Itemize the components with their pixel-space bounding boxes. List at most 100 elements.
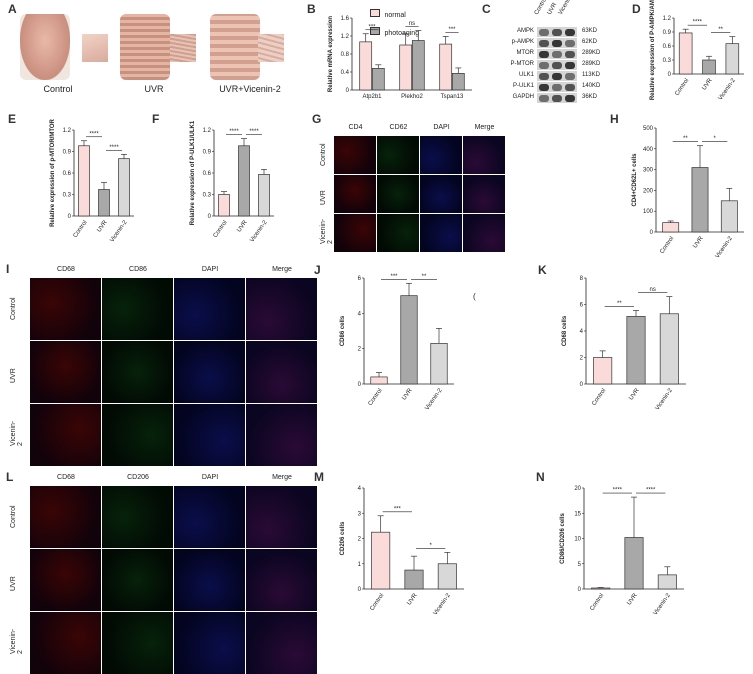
wb-protein-gapdh: GAPDH xyxy=(512,94,534,100)
y-tick-label: 0 xyxy=(580,382,584,388)
bar-vicenin-2 xyxy=(258,174,270,217)
wb-size-label: 289KD xyxy=(582,61,601,67)
panel-label-n: N xyxy=(536,470,545,484)
panel-label-c: C xyxy=(482,2,491,16)
wb-band xyxy=(565,40,575,47)
wb-col-vicenin: Vicenin-2 xyxy=(557,0,576,17)
y-tick-label: 500 xyxy=(643,126,654,132)
bar-uvr xyxy=(404,569,424,590)
wb-protein-p-ampk: p-AMPK xyxy=(511,39,534,45)
y-tick-label: 0 xyxy=(358,587,362,593)
mouse-photo-uvr xyxy=(120,14,170,80)
micro-col-merge: Merge xyxy=(272,266,292,273)
panel-label-a: A xyxy=(8,2,17,16)
x-tick-label: UVR xyxy=(406,592,419,606)
x-tick-label: Control xyxy=(589,593,605,612)
chart-k: 0 2 4 6 8 CD68 cells Control UVR Vicenin-2 ** ns xyxy=(552,264,692,414)
y-tick-label: 0 xyxy=(578,587,582,593)
wb-size-label: 63KD xyxy=(582,28,598,34)
y-tick-label: 6 xyxy=(580,303,584,309)
y-tick-label: 20 xyxy=(574,486,581,492)
micro-col-cd4: CD4 xyxy=(348,124,363,131)
bar-uvr xyxy=(691,167,709,233)
y-tick-label: 0.6 xyxy=(663,44,672,50)
wb-protein-p-mtor: P-MTOR xyxy=(510,61,534,67)
bar-vicenin-2 xyxy=(720,200,738,233)
chart-k-svg: 0 2 4 6 8 CD68 cells Control UVR Vicenin-2 ** ns xyxy=(562,276,686,412)
wb-band xyxy=(565,51,575,58)
bar-control xyxy=(370,376,388,385)
micro-image xyxy=(246,486,317,548)
y-axis-label: Relative expression of P-AMPK/AMPK xyxy=(650,0,656,100)
wb-band xyxy=(565,73,575,80)
bar-tspan13 xyxy=(451,72,465,91)
panel-label-l: L xyxy=(6,470,14,484)
skin-closeup-control xyxy=(82,34,108,62)
y-axis-label: Relative expression of p-MTOR/MTOR xyxy=(50,118,56,226)
sig-label: *** xyxy=(390,274,398,280)
skin-closeup-uvr xyxy=(170,34,196,62)
wb-band xyxy=(552,51,562,58)
sig-label: * xyxy=(429,543,432,549)
bar-uvr xyxy=(238,145,250,217)
wb-protein-ulk1: ULK1 xyxy=(518,72,534,78)
micro-image xyxy=(102,404,173,466)
wb-band xyxy=(539,40,549,47)
micro-image xyxy=(30,549,101,611)
y-tick-label: 0 xyxy=(650,230,654,236)
y-tick-label: 1.2 xyxy=(63,128,72,134)
sig-label: *** xyxy=(448,27,456,33)
y-tick-label: 1.2 xyxy=(341,34,350,40)
bar-vicenin-2 xyxy=(118,158,130,217)
y-axis-label: CD4+CD62L+ cells xyxy=(632,153,638,207)
micro-col-merge: Merge xyxy=(272,474,292,481)
chart-e-svg: 0 0.3 0.6 0.9 1.2 Relative expression of p-MT… xyxy=(50,118,134,244)
micro-image xyxy=(420,175,462,213)
chart-d: 0 0.3 0.6 0.9 1.2 Relative expression of P-AM… xyxy=(640,0,750,104)
micro-image xyxy=(102,549,173,611)
micro-row-uvr: UVR xyxy=(10,575,17,591)
micro-image xyxy=(463,214,505,252)
x-tick-label: UVR xyxy=(628,387,641,401)
x-tick-label: Control xyxy=(369,593,385,612)
legend-photoaging: photoaging xyxy=(384,30,420,37)
micro-image xyxy=(420,136,462,174)
micro-col-cd68: CD68 xyxy=(57,474,75,481)
bar-control xyxy=(218,194,230,217)
wb-band xyxy=(552,29,562,36)
y-tick-label: 0.9 xyxy=(203,150,212,156)
y-tick-label: 6 xyxy=(358,276,362,282)
chart-m: 0 1 2 3 4 CD206 cells Control UVR Vicenin-2 *** * xyxy=(330,474,470,619)
x-tick-label: Vicenin-2 xyxy=(433,592,453,616)
bar-uvr xyxy=(400,295,418,385)
panel-label-i: I xyxy=(6,262,10,276)
wb-band xyxy=(552,84,562,91)
x-tick-label: Vicenin-2 xyxy=(109,219,129,243)
x-tick-label: Control xyxy=(674,78,690,97)
sig-label: ns xyxy=(649,287,655,293)
panel-label-h: H xyxy=(610,112,619,126)
micro-image xyxy=(30,278,101,340)
wb-band xyxy=(539,84,549,91)
micro-image xyxy=(174,404,245,466)
y-axis-label: CD86/CD206 cells xyxy=(560,512,566,563)
y-tick-label: 1.2 xyxy=(203,128,212,134)
wb-band xyxy=(539,73,549,80)
sig-label: ** xyxy=(422,274,427,280)
micro-image xyxy=(30,341,101,403)
micro-image xyxy=(102,612,173,674)
sig-label: **** xyxy=(229,129,239,135)
chart-f: 0 0.3 0.6 0.9 1.2 Relative expression of P-UL… xyxy=(180,116,280,246)
chart-h-svg: 0 100 200 300 400 500 CD4+CD62L+ cells Control U… xyxy=(632,126,744,260)
chart-b-svg: 0 0.4 0.8 1.2 1.6 Relative mRNA expression Atp… xyxy=(328,16,472,100)
y-tick-label: 0.3 xyxy=(663,58,672,64)
x-tick-label: Vicenin-2 xyxy=(655,387,675,411)
y-tick-label: 3 xyxy=(358,511,362,517)
y-tick-label: 4 xyxy=(358,311,362,317)
micro-col-cd86: CD86 xyxy=(129,266,147,273)
micro-col-merge: Merge xyxy=(474,124,495,131)
y-tick-label: 1 xyxy=(358,562,362,568)
y-axis-label: Relative mRNA expression xyxy=(328,16,334,92)
wb-band xyxy=(565,29,575,36)
